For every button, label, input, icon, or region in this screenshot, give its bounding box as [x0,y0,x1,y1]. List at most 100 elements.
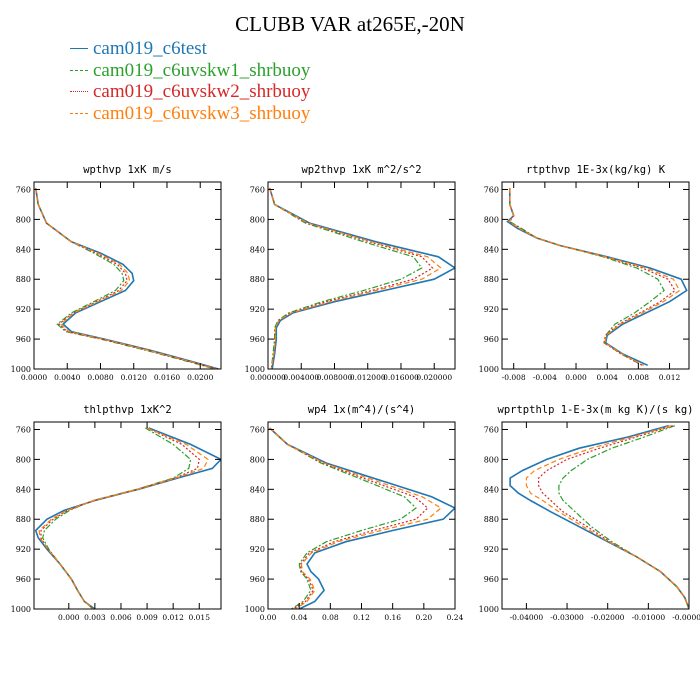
x-tick-label: 0.020000 [416,373,452,382]
series-line-1 [506,188,688,367]
x-tick-label: 0.04 [291,613,308,622]
y-tick-label: 800 [250,215,265,224]
series-line-4 [525,425,689,609]
y-tick-label: 920 [484,305,499,314]
x-tick-label: 0.015 [189,613,211,622]
plot-frame [33,421,222,610]
series-line-2 [508,188,665,366]
y-tick-label: 960 [16,335,31,344]
series-line-1 [34,427,221,609]
panel-title-3: rtpthvp 1E-3x(kg/kg) K [526,164,666,176]
y-tick-label: 800 [16,455,31,464]
x-tick-label: 0.012 [162,613,184,622]
y-tick-label: 880 [250,515,265,524]
series-line-2 [35,187,216,369]
y-tick-label: 960 [484,335,499,344]
y-tick-label: 920 [16,545,31,554]
x-tick-label: 0.0160 [154,373,180,382]
series-line-1 [268,187,455,369]
series-line-4 [269,427,443,609]
panel-2: wp2thvp 1xK m^2/s^2 760 800 840 880 920 960 100… [245,164,456,382]
series-line-4 [508,188,681,366]
legend: cam019_c6test cam019_c6uvskw1_shrbuoy ca… [70,38,310,124]
y-tick-label: 920 [16,305,31,314]
series-line-4 [269,187,442,369]
legend-line-3 [70,91,88,93]
x-tick-label: 0.004 [596,373,618,382]
legend-label-3: cam019_c6uvskw2_shrbuoy [93,81,311,102]
y-tick-label: 760 [16,185,31,194]
panel-3: rtpthvp 1E-3x(kg/kg) K 760 800 840 880 920 960… [479,164,690,382]
x-tick-label: 0.0120 [121,373,147,382]
figure-title: CLUBB VAR at265E,-20N [235,12,465,36]
y-tick-label: 1000 [245,365,265,374]
x-tick-label: 0.16 [384,613,401,622]
y-tick-label: 800 [250,455,265,464]
legend-label-1: cam019_c6test [93,38,207,59]
y-tick-label: 1000 [11,365,31,374]
plot-frame [267,421,456,610]
x-tick-label: 0.012 [659,373,681,382]
x-tick-label: 0.012000 [350,373,386,382]
panel-title-2: wp2thvp 1xK m^2/s^2 [301,164,421,176]
y-tick-label: 960 [484,575,499,584]
x-tick-label: 0.000 [565,373,587,382]
plot-frame [267,181,456,370]
legend-entry-4: cam019_c6uvskw3_shrbuoy [70,103,310,125]
legend-line-2 [70,69,88,71]
y-tick-label: 800 [16,215,31,224]
y-tick-label: 960 [16,575,31,584]
x-tick-label: 0.00 [260,613,277,622]
y-tick-label: 1000 [245,605,265,614]
series-line-3 [269,427,429,609]
x-tick-label: 0.000000 [250,373,286,382]
y-tick-label: 760 [484,185,499,194]
x-tick-label: 0.006 [110,613,132,622]
x-tick-label: -0.00000 [672,613,700,622]
series-line-4 [38,427,209,609]
x-tick-label: 0.016000 [383,373,419,382]
y-tick-label: 800 [484,455,499,464]
y-tick-label: 840 [16,485,31,494]
y-tick-label: 840 [484,245,499,254]
x-tick-label: -0.04000 [510,613,544,622]
x-tick-label: 0.000 [58,613,80,622]
y-tick-label: 960 [250,575,265,584]
y-tick-label: 840 [484,485,499,494]
series-line-3 [508,188,676,366]
legend-line-4 [70,112,88,114]
panel-title-4: thlpthvp 1xK^2 [83,404,172,416]
y-tick-label: 760 [484,425,499,434]
panel-title-5: wp4 1x(m^4)/(s^4) [308,404,415,416]
series-line-3 [537,425,689,609]
y-tick-label: 880 [16,275,31,284]
panel-title-1: wpthvp 1xK m/s [83,164,172,176]
legend-entry-3: cam019_c6uvskw2_shrbuoy [70,81,310,103]
y-tick-label: 1000 [479,365,499,374]
legend-entry-1: cam019_c6test [70,38,310,60]
y-tick-label: 880 [250,275,265,284]
series-line-3 [35,187,217,369]
series-line-2 [269,427,417,609]
x-tick-label: 0.008000 [317,373,353,382]
series-line-4 [35,187,217,369]
x-tick-label: 0.009 [136,613,158,622]
y-tick-label: 960 [250,335,265,344]
y-tick-label: 760 [250,185,265,194]
y-tick-label: 760 [250,425,265,434]
x-tick-label: 0.20 [415,613,432,622]
x-tick-label: 0.0200 [187,373,213,382]
x-tick-label: 0.08 [322,613,339,622]
y-tick-label: 840 [250,245,265,254]
legend-entry-2: cam019_c6uvskw1_shrbuoy [70,60,310,82]
series-line-2 [42,427,192,609]
y-tick-label: 880 [16,515,31,524]
x-tick-label: 0.0000 [21,373,47,382]
y-tick-label: 760 [16,425,31,434]
y-tick-label: 840 [250,485,265,494]
series-line-1 [269,427,455,609]
x-tick-label: -0.004 [533,373,557,382]
x-tick-label: 0.0080 [87,373,113,382]
y-tick-label: 880 [484,275,499,284]
